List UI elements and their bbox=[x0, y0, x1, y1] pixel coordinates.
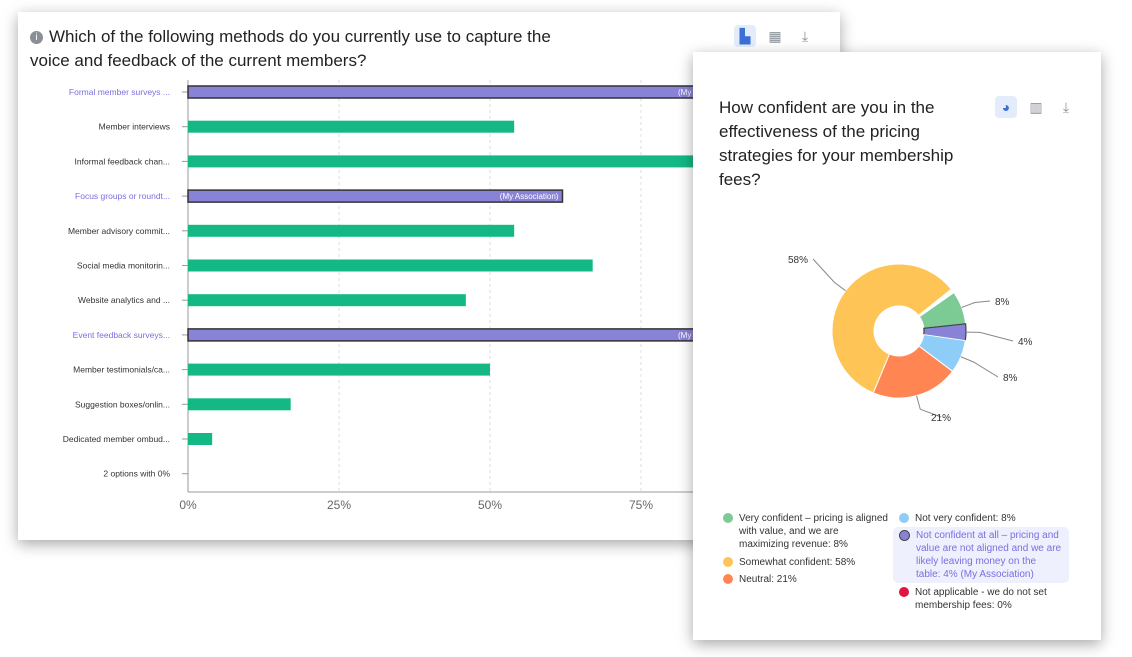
chart-title: How confident are you in the effectivene… bbox=[719, 98, 954, 189]
legend-item[interactable]: Neutral: 21% bbox=[723, 573, 797, 586]
legend-dot bbox=[899, 587, 909, 597]
category-label: 2 options with 0% bbox=[103, 469, 170, 479]
legend-item-highlighted[interactable]: Not confident at all – pricing and value… bbox=[893, 527, 1069, 583]
legend-dot bbox=[899, 530, 910, 541]
leader-line bbox=[812, 258, 846, 292]
category-label: Member testimonials/ca... bbox=[73, 365, 170, 375]
category-label: Event feedback surveys... bbox=[73, 330, 170, 340]
chart-title: Which of the following methods do you cu… bbox=[30, 27, 551, 70]
bar-chart-icon[interactable]: ▙ bbox=[734, 25, 756, 47]
pie-chart: 8% 4% 8% 21% 58% bbox=[788, 255, 1033, 424]
legend-dot bbox=[723, 574, 733, 584]
category-label: Member interviews bbox=[99, 122, 170, 132]
bar bbox=[188, 224, 515, 237]
download-icon[interactable]: ⤓ bbox=[1062, 98, 1070, 115]
data-label: 8% bbox=[1003, 373, 1018, 384]
bar-chart: 0% 25% 50% 75% Formal member surveys ... (My … bbox=[63, 80, 840, 512]
legend-item[interactable]: Not very confident: 8% bbox=[899, 512, 1016, 525]
data-label: 21% bbox=[931, 413, 951, 424]
x-tick-label: 25% bbox=[327, 498, 351, 512]
legend-item[interactable]: Not applicable - we do not set membershi… bbox=[899, 586, 1059, 612]
pie-chart-icon[interactable]: ◕ bbox=[995, 96, 1017, 118]
category-label: Formal member surveys ... bbox=[69, 87, 170, 97]
pie-slice bbox=[831, 263, 953, 394]
x-tick-label: 50% bbox=[478, 498, 502, 512]
bar bbox=[188, 294, 466, 307]
category-label: Social media monitorin... bbox=[77, 261, 170, 271]
leader-line bbox=[961, 300, 991, 308]
legend-item[interactable]: Very confident – pricing is aligned with… bbox=[723, 512, 888, 551]
data-label: 58% bbox=[788, 255, 808, 266]
bar bbox=[188, 120, 515, 133]
bar bbox=[187, 85, 745, 99]
pricing-chart-card: How confident are you in the effectivene… bbox=[693, 52, 1101, 640]
bar-label: (My Association) bbox=[500, 192, 559, 201]
data-label: 8% bbox=[995, 297, 1010, 308]
legend-dot bbox=[899, 513, 909, 523]
bar bbox=[188, 155, 720, 168]
category-label: Suggestion boxes/onlin... bbox=[75, 399, 170, 409]
category-label: Focus groups or roundt... bbox=[75, 191, 170, 201]
bar bbox=[188, 363, 490, 376]
legend-dot bbox=[723, 513, 733, 523]
category-label: Informal feedback chan... bbox=[75, 156, 170, 166]
leader-line bbox=[965, 331, 1014, 342]
pie-slice bbox=[872, 345, 954, 399]
category-label: Member advisory commit... bbox=[68, 226, 170, 236]
legend-item[interactable]: Somewhat confident: 58% bbox=[723, 556, 855, 569]
bar bbox=[187, 328, 721, 342]
bar bbox=[188, 433, 213, 445]
info-icon[interactable]: i bbox=[30, 31, 43, 44]
category-label: Website analytics and ... bbox=[78, 295, 170, 305]
category-label: Dedicated member ombud... bbox=[63, 434, 170, 444]
data-label: 4% bbox=[1018, 337, 1033, 348]
download-icon[interactable]: ⤓ bbox=[801, 27, 809, 44]
table-icon[interactable]: ▦ bbox=[768, 27, 782, 44]
bar-chart-icon[interactable]: ▥ bbox=[1029, 98, 1043, 115]
bar bbox=[188, 398, 291, 411]
bar bbox=[187, 189, 564, 203]
x-tick-label: 0% bbox=[179, 498, 197, 512]
chart-toolbar: ◕ ▥ ⤓ bbox=[995, 96, 1077, 118]
x-tick-label: 75% bbox=[629, 498, 653, 512]
chart-toolbar: ▙ ▦ ⤓ bbox=[734, 25, 816, 47]
bar bbox=[188, 259, 593, 272]
leader-line bbox=[916, 395, 942, 418]
leader-line bbox=[960, 356, 999, 378]
legend-dot bbox=[723, 557, 733, 567]
